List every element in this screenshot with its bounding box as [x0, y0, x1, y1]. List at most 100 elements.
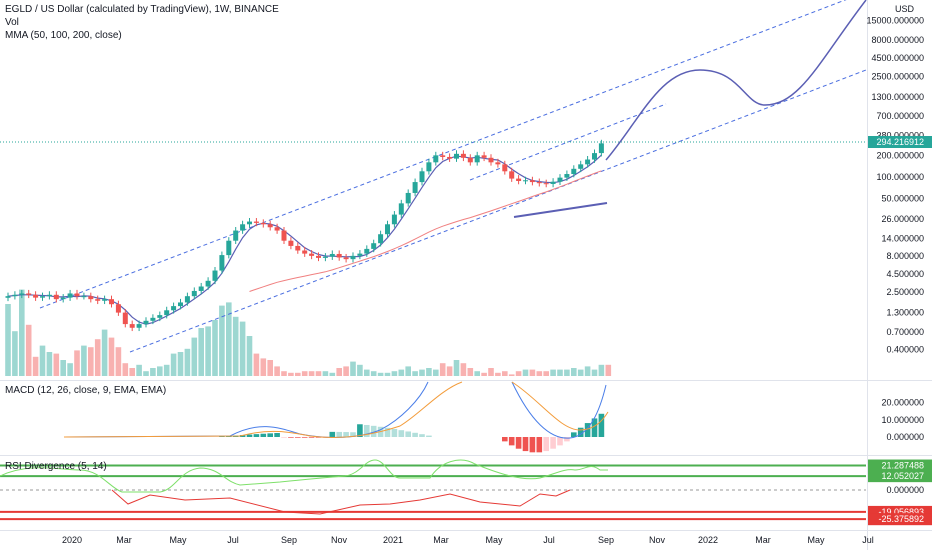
- candle-body: [405, 192, 411, 204]
- macd-histogram-bar: [343, 432, 349, 437]
- candle-body: [550, 181, 556, 184]
- candle-body: [26, 293, 32, 295]
- time-tick-label: Mar: [433, 535, 449, 545]
- price-axis-unit: USD: [895, 4, 915, 14]
- candle-body: [488, 157, 494, 163]
- volume-bar: [571, 368, 577, 376]
- candle-body: [240, 224, 246, 231]
- volume-bar: [343, 366, 349, 376]
- price-tick-label: 1.300000: [886, 308, 924, 318]
- volume-bar: [550, 369, 556, 376]
- volume-bar: [32, 356, 39, 376]
- candle-body: [543, 183, 549, 185]
- price-tick-label: 0.700000: [886, 327, 924, 337]
- macd-histogram-bar: [370, 425, 377, 437]
- volume-bar: [384, 372, 391, 376]
- macd-histogram-bar: [564, 437, 570, 442]
- volume-bar: [364, 369, 370, 376]
- volume-bar: [19, 289, 25, 376]
- rsi-level-box: [868, 470, 932, 483]
- candle-body: [398, 203, 404, 215]
- candle-body: [184, 296, 190, 303]
- candle-body: [474, 155, 480, 163]
- price-tick-label: 26.000000: [881, 214, 924, 224]
- volume-bar: [495, 372, 501, 376]
- rsi-level-label: -25.375892: [878, 514, 924, 524]
- candle-body: [288, 240, 294, 246]
- candle-body: [74, 293, 80, 297]
- time-tick-label: Nov: [331, 535, 348, 545]
- volume-bar: [205, 326, 211, 376]
- volume-bar: [274, 366, 280, 376]
- macd-histogram-bar: [508, 437, 515, 446]
- volume-bar: [136, 364, 142, 376]
- volume-bar: [301, 371, 308, 376]
- candle-body: [467, 157, 473, 163]
- candle-body: [191, 290, 197, 297]
- volume-bar: [170, 353, 177, 376]
- candlesticks: [5, 139, 604, 332]
- volume-bar: [564, 369, 570, 376]
- mma-slow-line: [249, 170, 602, 292]
- candle-body: [302, 250, 308, 254]
- candle-body: [529, 180, 535, 183]
- price-axis: 15000.000000 8000.000000 4500.000000 2500.0…: [866, 4, 924, 442]
- last-price-label: 294.216912: [868, 136, 932, 148]
- volume-bar: [322, 371, 329, 376]
- candle-body: [460, 153, 466, 158]
- macd-histogram-bar: [398, 430, 405, 437]
- macd-histogram-bar: [295, 437, 301, 438]
- time-tick-label: Jul: [862, 535, 874, 545]
- candle-body: [502, 164, 508, 172]
- price-tick-label: 15000.000000: [866, 16, 924, 26]
- candle-body: [336, 253, 342, 258]
- candle-body: [157, 315, 163, 318]
- candle-body: [564, 174, 570, 178]
- candle-body: [495, 162, 501, 165]
- volume-bar: [253, 353, 260, 376]
- time-tick-label: May: [807, 535, 825, 545]
- macd-histogram-bar: [274, 433, 280, 437]
- candle-body: [371, 243, 377, 249]
- macd-histogram-bar: [384, 427, 391, 437]
- candle-body: [516, 178, 522, 181]
- time-tick-label: Jul: [227, 535, 239, 545]
- volume-bar: [591, 369, 598, 376]
- candle-body: [5, 296, 11, 298]
- candle-body: [67, 293, 73, 298]
- volume-bar: [177, 352, 184, 376]
- volume-bar: [281, 371, 287, 376]
- price-tick-label: 200.000000: [876, 150, 924, 160]
- rsi-level-box: [868, 459, 932, 472]
- price-tick-label: 8000.000000: [871, 35, 924, 45]
- drawn-trend-segment: [513, 202, 608, 218]
- candle-body: [226, 240, 232, 256]
- macd-histogram-bar: [253, 434, 260, 437]
- price-tick-label: 14.000000: [881, 233, 924, 243]
- volume-bar: [508, 374, 515, 376]
- volume-bar: [522, 369, 529, 376]
- chart-title: EGLD / US Dollar (calculated by TradingV…: [5, 4, 279, 15]
- time-tick-label: 2022: [698, 535, 718, 545]
- candle-body: [350, 255, 356, 260]
- candle-body: [136, 324, 142, 328]
- price-tick-label: 700.000000: [876, 111, 924, 121]
- price-tick-label: 50.000000: [881, 194, 924, 204]
- candle-body: [433, 155, 439, 163]
- price-tick-label: 380.000000: [876, 130, 924, 140]
- candle-body: [212, 270, 218, 281]
- candle-body: [19, 293, 25, 295]
- rsi-legend: RSI Divergence (5, 14): [5, 461, 107, 472]
- candle-body: [357, 253, 363, 256]
- macd-histogram-bar: [391, 428, 398, 437]
- volume-bar: [198, 328, 204, 376]
- macd-histogram-bar: [267, 433, 273, 437]
- last-price-text: 294.216912: [876, 137, 924, 147]
- candle-body: [447, 156, 453, 159]
- candle-body: [171, 306, 177, 311]
- volume-bar: [598, 364, 605, 376]
- volume-bar: [295, 372, 301, 376]
- candle-body: [150, 317, 156, 321]
- macd-histogram-bar: [219, 436, 225, 437]
